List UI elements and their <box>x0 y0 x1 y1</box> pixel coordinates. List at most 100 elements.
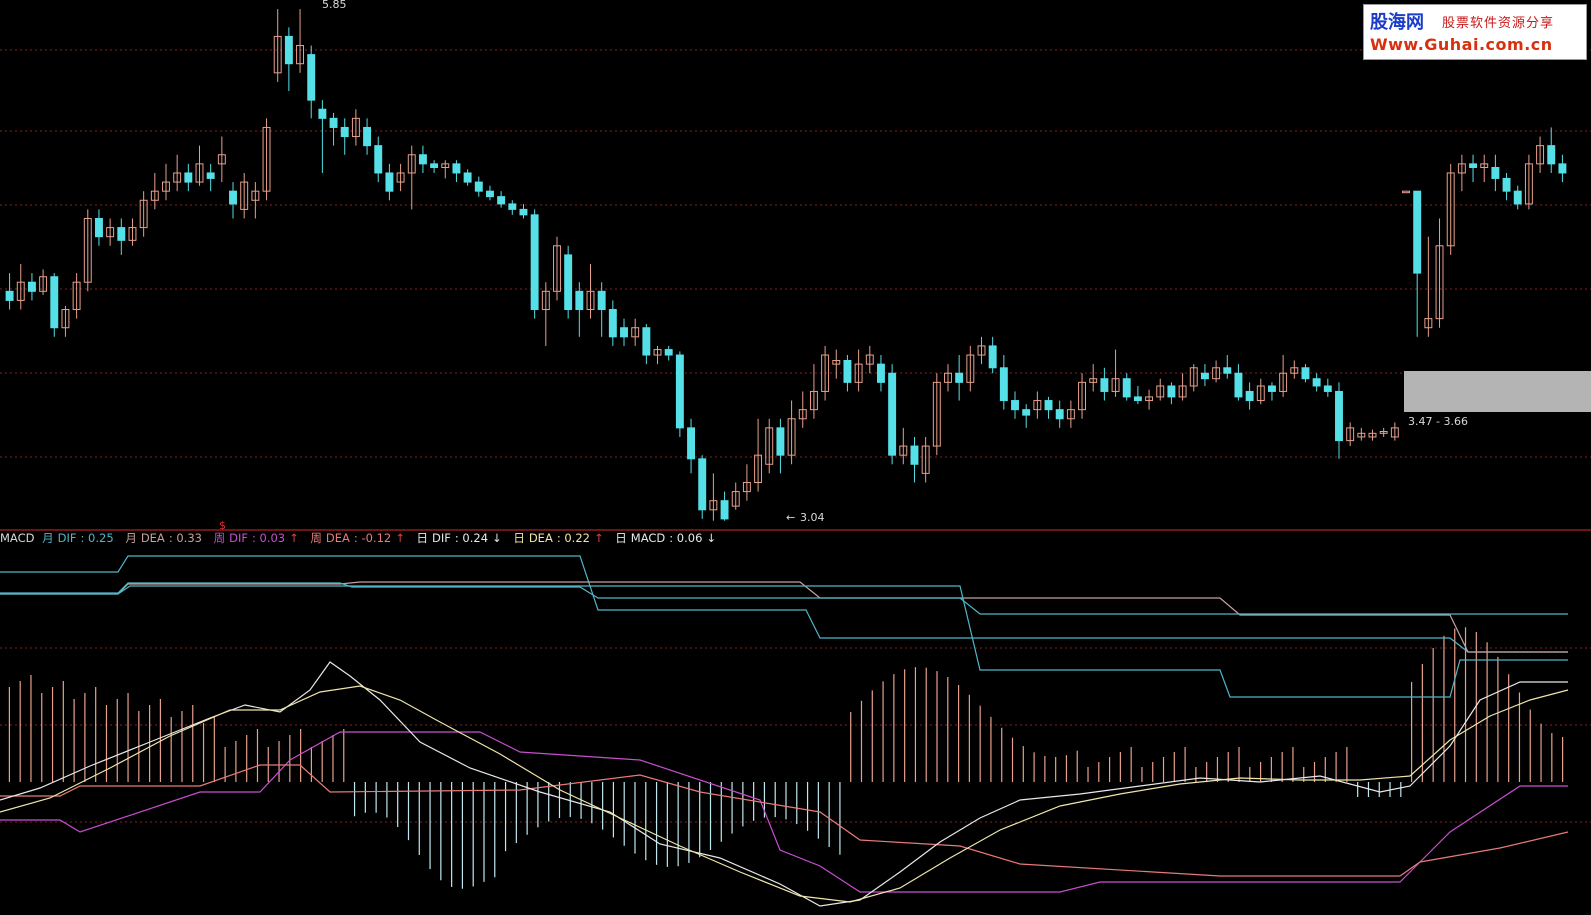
candle-up <box>865 354 874 365</box>
candle-up <box>128 227 137 241</box>
candle-up <box>1402 190 1410 194</box>
candle-down <box>363 126 372 147</box>
candle-down <box>318 108 327 119</box>
candle-up <box>798 409 807 420</box>
candle-up <box>541 290 550 311</box>
legend-prefix: 周 <box>213 531 226 545</box>
candle-down <box>508 203 517 210</box>
candle-down <box>1335 390 1343 442</box>
candle-up <box>296 45 305 65</box>
legend-key: DEA <box>140 531 165 545</box>
candle-down <box>687 427 696 460</box>
candle-down <box>1122 378 1131 398</box>
legend-key: MACD <box>630 531 666 545</box>
candle-down <box>1502 177 1511 192</box>
candle-up <box>262 126 271 192</box>
candle-up <box>742 481 751 493</box>
legend-value: 0.06 <box>676 531 703 545</box>
candle-up <box>765 427 774 465</box>
candle-up <box>754 454 763 483</box>
candle-up <box>932 381 941 447</box>
day-dea-line <box>0 685 1569 903</box>
candle-up <box>1256 385 1265 402</box>
candle-down <box>1558 163 1567 174</box>
candle-down <box>94 217 103 238</box>
candle-up <box>150 190 159 201</box>
candle-up <box>1390 427 1399 438</box>
candle-down <box>1267 385 1276 392</box>
legend-item-week-dea: 周 DEA: -0.12 ↑ <box>310 531 405 545</box>
candle-up <box>1145 396 1154 402</box>
candle-up <box>83 217 92 283</box>
candle-up <box>441 163 450 169</box>
candle-up <box>1111 378 1120 392</box>
legend-prefix: 日 <box>416 531 429 545</box>
legend-arrow-down: ↓ <box>492 531 502 545</box>
month-dif-line <box>0 555 1568 653</box>
candle-up <box>407 154 416 174</box>
candle-up <box>1480 163 1489 169</box>
legend-value: 0.03 <box>259 531 286 545</box>
candle-down <box>5 290 14 301</box>
candle-down <box>519 208 528 216</box>
candle-up <box>553 245 561 292</box>
candle-down <box>184 172 193 183</box>
legend-value: 0.33 <box>176 531 202 545</box>
candle-up <box>1290 367 1299 374</box>
candle-down <box>1100 378 1109 392</box>
candle-up <box>72 281 81 311</box>
high-price-label: 5.85 <box>322 0 347 11</box>
candle-up <box>653 349 662 356</box>
candle-down <box>474 181 483 192</box>
candle-down <box>910 445 919 465</box>
candle-down <box>1491 167 1500 179</box>
candle-down <box>1022 409 1031 416</box>
legend-value: -0.12 <box>361 531 392 545</box>
legend-item-day-macd: 日 MACD: 0.06 ↓ <box>615 531 717 545</box>
candle-down <box>575 290 584 311</box>
week-dif-line <box>0 731 1568 893</box>
legend-arrow-up: ↑ <box>593 531 604 545</box>
candle-up <box>854 363 863 383</box>
candle-up <box>251 190 260 201</box>
macd-legend: MACD 月 DIF: 0.25 月 DEA: 0.33 周 DIF: 0.03 ↑ 周… <box>0 530 724 546</box>
legend-item-week-dif: 周 DIF: 0.03 ↑ <box>213 531 299 545</box>
legend-key: DIF <box>229 531 248 545</box>
candle-down <box>284 35 293 65</box>
candle-down <box>720 500 729 520</box>
legend-key: DEA <box>325 531 350 545</box>
month-dif-line-3 <box>0 585 1568 698</box>
candle-up <box>1424 318 1433 329</box>
candle-up <box>1357 432 1366 438</box>
candle-up <box>1524 163 1533 205</box>
legend-prefix: 周 <box>310 531 322 545</box>
candle-down <box>329 117 338 128</box>
candle-up <box>809 390 818 411</box>
candle-up <box>351 117 360 138</box>
candle-up <box>139 199 148 229</box>
legend-arrow-up: ↑ <box>289 531 299 545</box>
candle-down <box>1301 367 1310 380</box>
site-logo[interactable]: 股海网 股票软件资源分享 Www.Guhai.com.cn <box>1363 4 1587 60</box>
legend-value: 0.24 <box>462 531 489 545</box>
candle-down <box>1223 367 1232 374</box>
candle-down <box>497 196 506 205</box>
candle-down <box>698 458 707 511</box>
candle-down <box>642 327 651 356</box>
candle-up <box>106 227 115 238</box>
candle-up <box>1033 400 1042 411</box>
candle-down <box>1055 409 1064 420</box>
candle-up <box>1346 427 1355 442</box>
candle-down <box>1234 372 1243 398</box>
low-arrow: ← <box>786 511 795 524</box>
candle-down <box>307 54 316 101</box>
candle-down <box>664 349 673 356</box>
candle-up <box>709 500 718 511</box>
candle-up <box>1212 367 1221 380</box>
candle-up <box>1189 367 1198 387</box>
candle-up <box>396 172 405 183</box>
candle-up <box>1446 172 1455 247</box>
legend-key: DEA <box>528 531 553 545</box>
candle-up <box>1457 163 1466 174</box>
legend-key: DIF <box>57 531 77 545</box>
